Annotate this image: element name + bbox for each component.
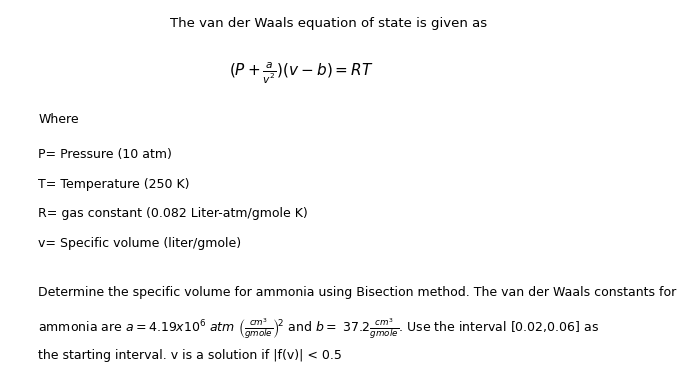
Text: Determine the specific volume for ammonia using Bisection method. The van der Wa: Determine the specific volume for ammoni…	[38, 286, 677, 299]
Text: R= gas constant (0.082 Liter-atm/gmole K): R= gas constant (0.082 Liter-atm/gmole K…	[38, 207, 308, 220]
Text: $(P + \frac{a}{v^2})(v - b) = RT$: $(P + \frac{a}{v^2})(v - b) = RT$	[229, 61, 373, 87]
Text: The van der Waals equation of state is given as: The van der Waals equation of state is g…	[170, 17, 488, 30]
Text: v= Specific volume (liter/gmole): v= Specific volume (liter/gmole)	[38, 237, 242, 250]
Text: the starting interval. v is a solution if |f(v)| < 0.5: the starting interval. v is a solution i…	[38, 349, 342, 361]
Text: P= Pressure (10 atm): P= Pressure (10 atm)	[38, 148, 172, 161]
Text: ammonia are $a = 4.19x10^6$ $atm$ $\left(\frac{cm^3}{gmole}\right)^{\!2}$ and $b: ammonia are $a = 4.19x10^6$ $atm$ $\left…	[38, 316, 599, 341]
Text: Where: Where	[38, 113, 79, 126]
Text: T= Temperature (250 K): T= Temperature (250 K)	[38, 178, 190, 191]
